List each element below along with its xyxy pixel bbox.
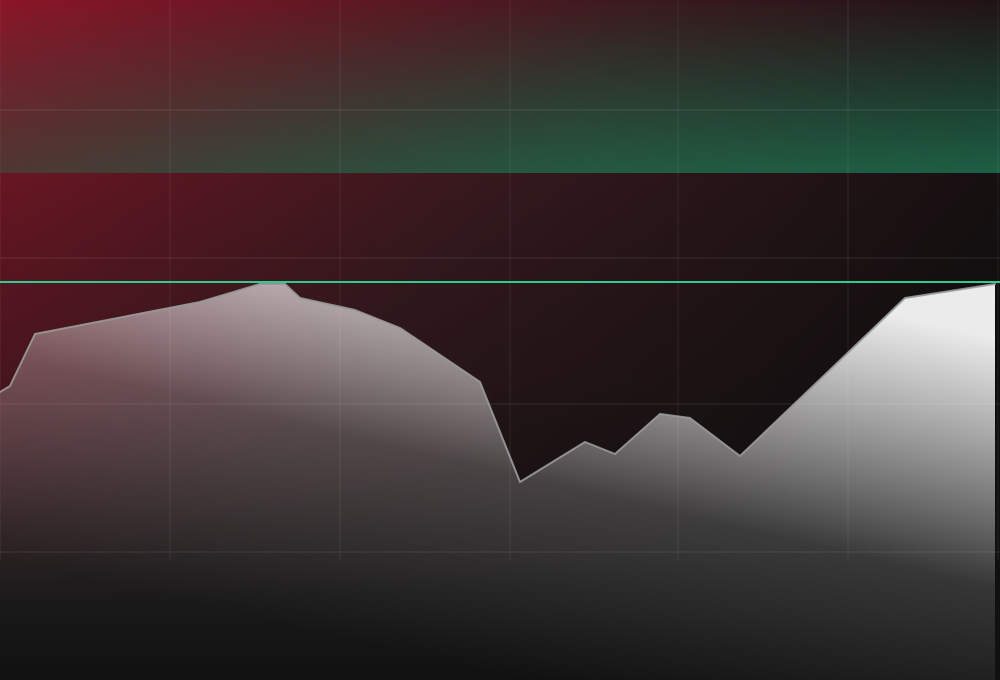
data-point-3: [199, 301, 201, 303]
data-point-4: [259, 283, 261, 285]
data-point-12: [614, 453, 616, 455]
data-point-13: [659, 413, 661, 415]
area-fill: [0, 284, 995, 680]
data-point-2: [34, 333, 36, 335]
data-point-11: [584, 441, 586, 443]
data-point-14: [689, 417, 691, 419]
data-point-15: [739, 455, 741, 457]
data-point-6: [299, 297, 301, 299]
series-line-group: [0, 283, 996, 483]
data-point-8: [399, 327, 401, 329]
data-point-17: [994, 283, 996, 285]
series-area: [0, 284, 995, 680]
series-line: [0, 283, 996, 483]
data-point-5: [284, 283, 286, 285]
threshold-band: [0, 0, 1000, 173]
data-point-16: [904, 297, 906, 299]
data-point-10: [519, 481, 521, 483]
data-point-7: [354, 309, 356, 311]
data-point-9: [479, 381, 481, 383]
data-point-1: [9, 385, 11, 387]
